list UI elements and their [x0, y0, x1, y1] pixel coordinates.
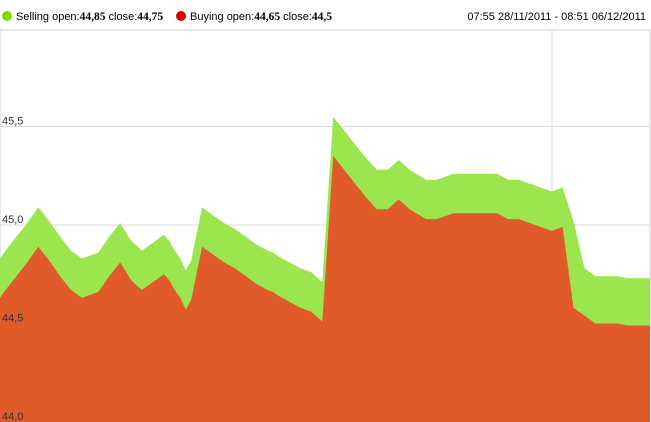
y-tick-label: 45,0 — [2, 214, 23, 226]
buying-open-value: 44,65 — [254, 11, 281, 23]
selling-label: Selling open: — [16, 11, 80, 23]
tick-layer: 44,0 44,5 45,0 45,5 — [2, 116, 23, 422]
buying-dot-icon — [176, 11, 186, 21]
plot-frame — [0, 29, 651, 422]
buying-close-label: close: — [283, 11, 312, 23]
legend-bar: Selling open:44,85 close:44,75 Buying op… — [0, 0, 651, 30]
selling-close-label: close: — [108, 11, 138, 23]
legend-selling: Selling open:44,85 close:44,75 — [2, 11, 163, 24]
y-tick-label: 45,5 — [2, 116, 23, 128]
buying-close-value: 44,5 — [311, 11, 333, 23]
series-area-buying — [0, 156, 650, 422]
series-layer — [0, 116, 650, 422]
selling-dot-icon — [2, 11, 12, 21]
date-range: 07:55 28/11/2011 - 08:51 06/12/2011 — [467, 11, 646, 23]
y-tick-label: 44,0 — [2, 411, 23, 422]
legend-buying: Buying open:44,65 close:44,5 — [176, 11, 332, 24]
selling-open-value: 44,85 — [79, 11, 106, 23]
y-tick-label: 44,5 — [2, 313, 23, 325]
buying-label: Buying open: — [190, 11, 255, 23]
selling-close-value: 44,75 — [137, 11, 164, 23]
